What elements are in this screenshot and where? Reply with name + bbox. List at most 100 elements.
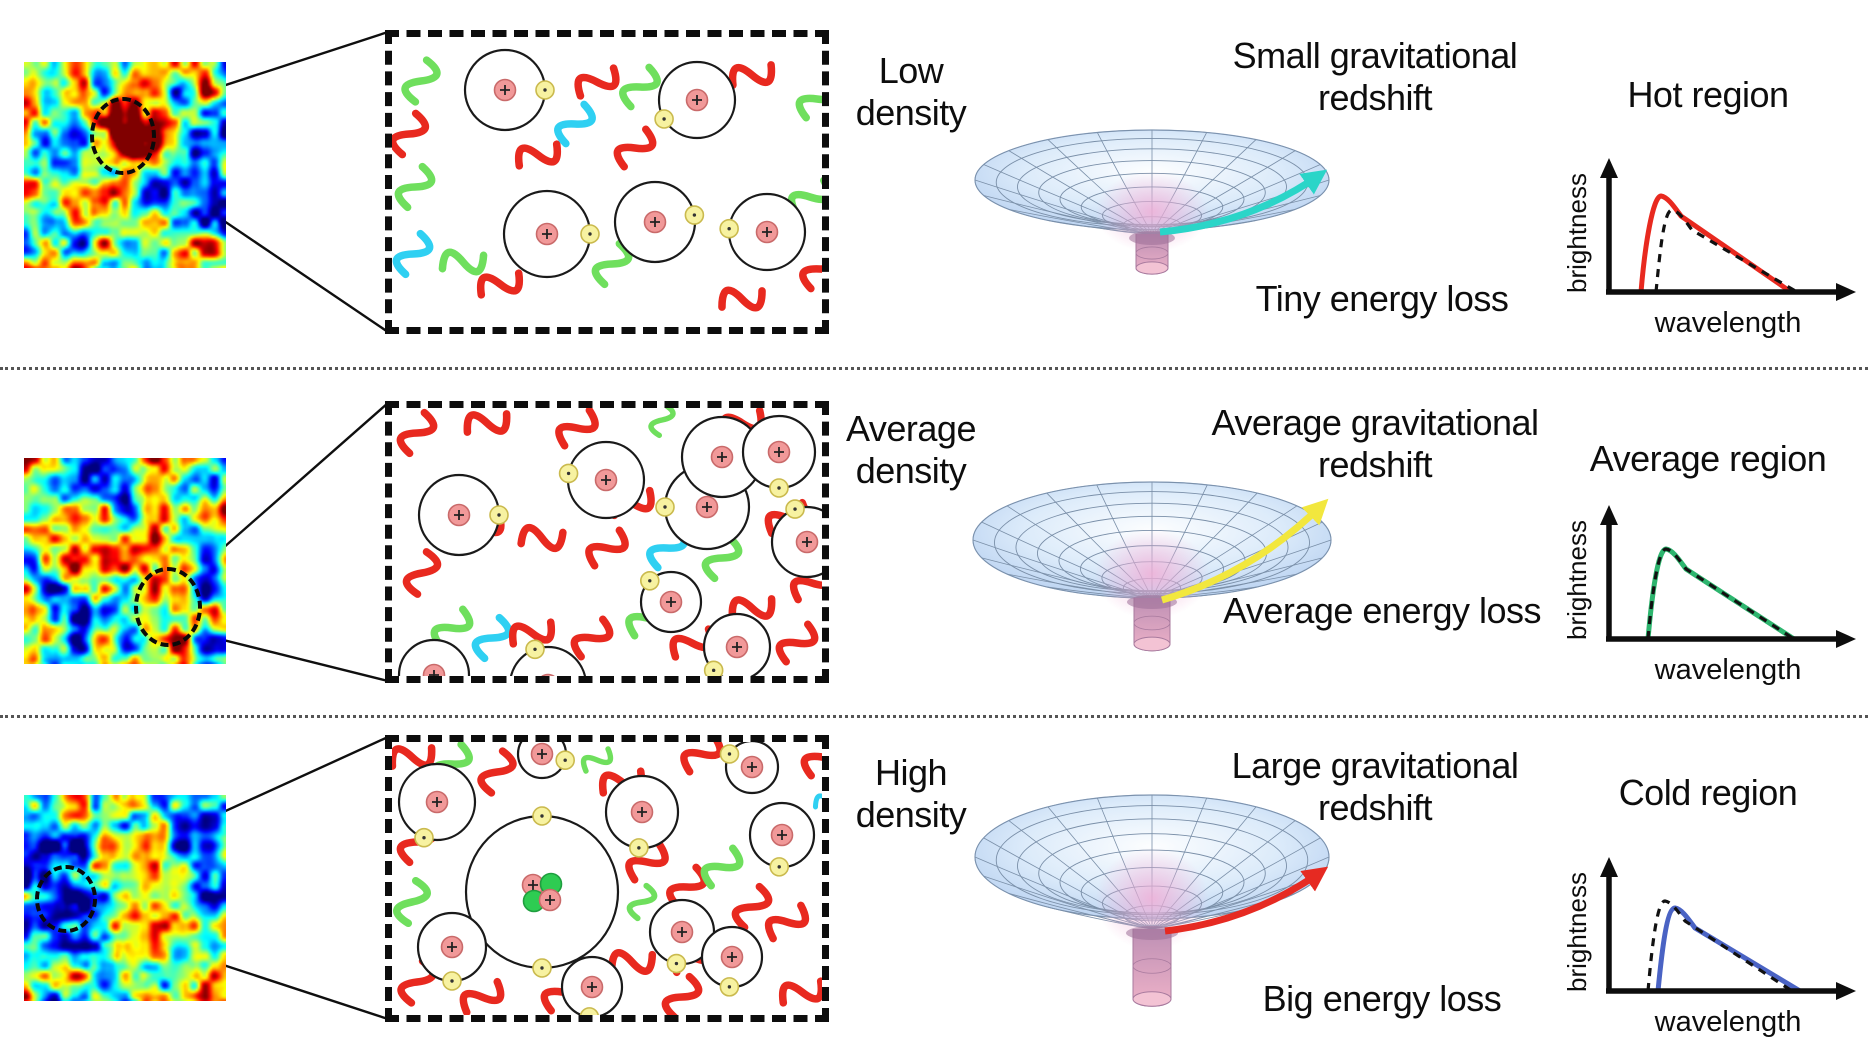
cmb-map-average <box>24 458 226 664</box>
photon-squiggle <box>591 239 633 289</box>
hydrogen-atom <box>770 499 822 579</box>
hydrogen-atom <box>397 638 471 676</box>
redshift-arrow <box>1159 169 1328 236</box>
map-highlight-circle-average <box>134 567 202 647</box>
photon-squiggle <box>476 269 524 299</box>
region-title: Cold region <box>1618 772 1798 813</box>
hydrogen-atom <box>558 440 646 520</box>
photon-squiggle <box>438 248 488 276</box>
photon-squiggle <box>613 125 657 171</box>
photon-squiggle <box>508 618 556 648</box>
photon-squiggle <box>393 876 431 928</box>
row-separator-1 <box>0 367 1868 370</box>
hydrogen-atom <box>560 955 624 1015</box>
redshift-arrow <box>1164 866 1329 935</box>
hydrogen-atom <box>502 189 600 279</box>
zoom-inset-box-average-density <box>385 401 829 683</box>
hydrogen-atom <box>613 180 705 264</box>
photon-squiggle <box>554 100 596 148</box>
photon-squiggle <box>778 977 822 1007</box>
y-axis-label: brightness <box>1562 173 1592 293</box>
hydrogen-atom <box>639 570 703 634</box>
energy-loss-label: Big energy loss <box>1262 978 1502 1019</box>
photon-squiggle <box>392 109 429 159</box>
hydrogen-atom <box>719 192 807 272</box>
energy-loss-label: Average energy loss <box>1222 590 1542 631</box>
hydrogen-atom <box>700 925 764 997</box>
hydrogen-atom <box>416 911 488 991</box>
spectrum-graph-average: brightness wavelength <box>1562 505 1856 686</box>
map-highlight-circle-cold <box>35 865 97 933</box>
photon-squiggle <box>401 56 441 106</box>
observed-spectrum-curve <box>1638 193 1794 295</box>
photon-squiggle <box>517 523 567 553</box>
hydrogen-atom <box>654 60 737 140</box>
hydrogen-atom <box>397 762 477 848</box>
photon-squiggle <box>800 742 822 780</box>
photon-squiggle <box>799 245 822 293</box>
energy-loss-label: Tiny energy loss <box>1255 278 1509 319</box>
redshift-label: Average gravitational redshift <box>1211 402 1539 486</box>
zoom-inset-box-high-density <box>385 735 829 1022</box>
redshift-label: Small gravitational redshift <box>1232 35 1518 119</box>
photon-squiggle <box>728 595 776 621</box>
photon-squiggle <box>607 949 657 975</box>
helium-atom <box>464 806 620 978</box>
photon-squiggle <box>477 747 517 797</box>
spectrum-graph-hot: brightness wavelength <box>1562 158 1856 339</box>
density-label: High density <box>855 752 967 836</box>
photon-squiggle <box>392 744 436 770</box>
photon-squiggle <box>775 620 819 666</box>
photon-squiggle <box>718 286 766 312</box>
photon-squiggle <box>394 162 436 212</box>
reference-spectrum-curve <box>1654 208 1798 294</box>
photon-squiggle <box>619 63 661 111</box>
photon-squiggle <box>700 844 744 890</box>
photon-squiggle <box>430 605 474 651</box>
photon-squiggle <box>392 229 434 279</box>
photon-squiggle <box>661 972 703 1015</box>
photon-squiggle <box>580 746 614 774</box>
photon-squiggle <box>812 793 822 811</box>
row-separator-2 <box>0 715 1868 718</box>
photon-squiggle <box>680 742 724 776</box>
photon-squiggle <box>459 977 505 1015</box>
potential-well-medium <box>972 481 1332 652</box>
potential-well-shallow <box>974 129 1330 275</box>
x-axis-label: wavelength <box>1654 654 1802 686</box>
photon-squiggle <box>471 613 513 663</box>
reference-spectrum-curve <box>1646 547 1795 641</box>
y-axis-label: brightness <box>1562 872 1592 992</box>
hydrogen-atom <box>516 742 575 780</box>
zoom-inset-box-low-density <box>385 30 829 334</box>
photon-squiggle <box>648 408 676 439</box>
redshift-arrow <box>1161 498 1329 604</box>
photon-squiggle <box>570 615 614 661</box>
x-axis-label: wavelength <box>1654 1006 1802 1038</box>
photon-squiggle <box>795 76 822 122</box>
hydrogen-atom <box>417 473 509 557</box>
hydrogen-atom <box>741 414 817 498</box>
photon-squiggle <box>402 548 442 598</box>
x-axis-label: wavelength <box>1654 307 1802 339</box>
photon-squiggle <box>789 562 822 604</box>
atoms-photons-low <box>392 48 822 312</box>
photon-squiggle <box>626 882 658 922</box>
photon-squiggle <box>396 408 438 458</box>
reference-spectrum-curve <box>1646 899 1793 993</box>
atoms-photons-high <box>392 742 822 1015</box>
hydrogen-atom <box>702 612 772 676</box>
hydrogen-atom <box>509 639 587 676</box>
photon-squiggle <box>731 882 773 932</box>
redshift-label: Large gravitational redshift <box>1231 745 1519 829</box>
photon-squiggle <box>787 176 822 218</box>
map-highlight-circle-hot <box>90 97 156 175</box>
photon-squiggle <box>728 61 776 89</box>
hydrogen-atom <box>719 742 780 795</box>
hydrogen-atom <box>748 801 816 877</box>
photon-squiggle <box>701 533 743 583</box>
hydrogen-atom <box>604 774 680 858</box>
potential-well-deep <box>974 794 1330 1007</box>
photon-squiggle <box>764 901 810 943</box>
